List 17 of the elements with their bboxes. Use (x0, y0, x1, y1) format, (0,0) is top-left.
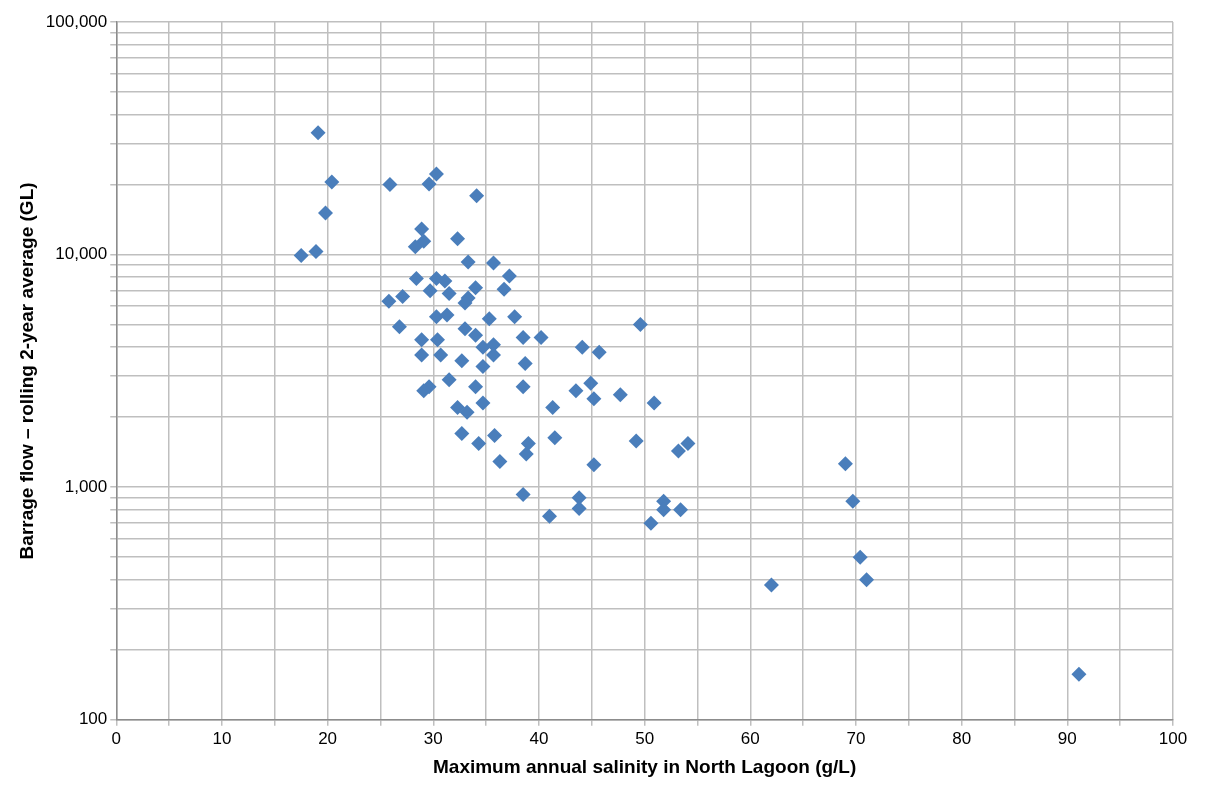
x-tick-label: 90 (1057, 728, 1077, 748)
x-tick-label: 100 (1158, 728, 1188, 748)
y-tick-label: 10,000 (55, 244, 108, 264)
x-tick-label: 40 (529, 728, 549, 748)
y-tick-label: 100 (78, 709, 108, 729)
y-tick-label: 100,000 (45, 11, 108, 31)
x-tick-label: 80 (952, 728, 972, 748)
x-tick-label: 70 (846, 728, 866, 748)
x-tick-label: 50 (635, 728, 655, 748)
x-tick-label: 30 (423, 728, 443, 748)
x-tick-label: 10 (212, 728, 232, 748)
y-axis-title: Barrage flow – rolling 2-year average (GL) (15, 182, 37, 560)
x-tick-label: 60 (740, 728, 760, 748)
x-tick-label: 20 (318, 728, 338, 748)
x-axis-title: Maximum annual salinity in North Lagoon (g/L) (432, 755, 857, 777)
x-tick-label: 0 (111, 728, 121, 748)
y-tick-label: 1,000 (64, 476, 108, 496)
